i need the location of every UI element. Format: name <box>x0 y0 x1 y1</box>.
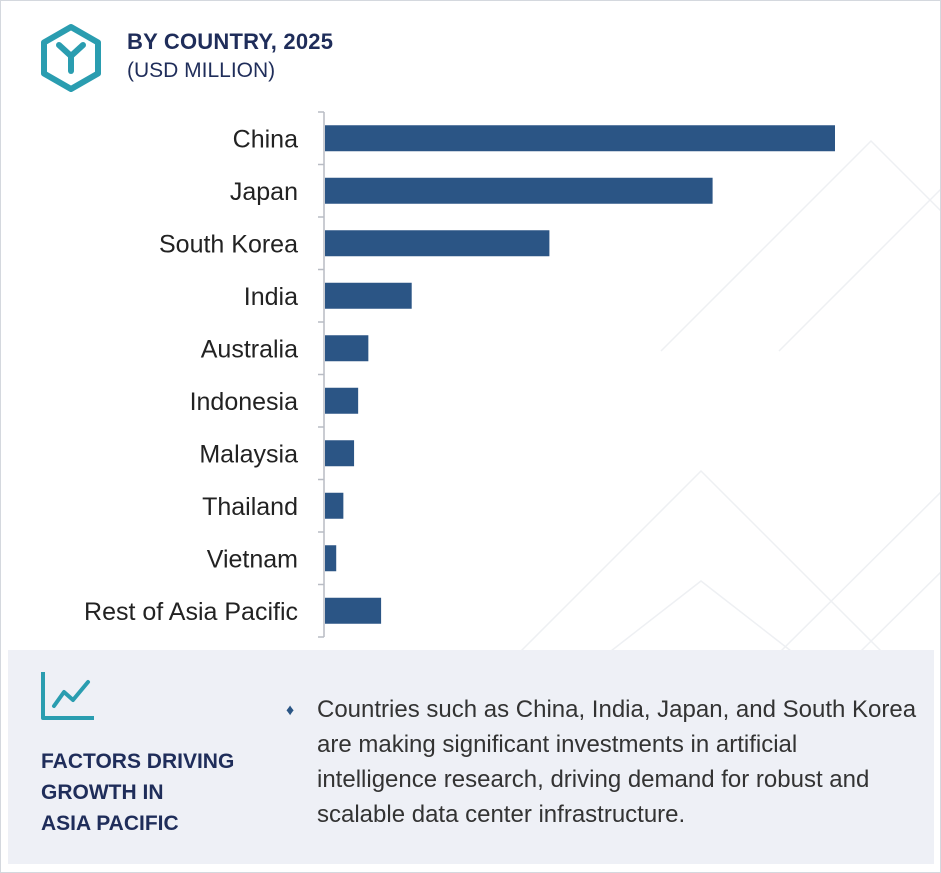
bar <box>325 597 382 624</box>
category-label: Indonesia <box>190 388 299 416</box>
hexagon-y-logo-icon <box>41 24 101 92</box>
category-label: Malaysia <box>199 440 298 468</box>
bar <box>325 177 713 204</box>
bar <box>325 492 344 519</box>
factors-title-line: ASIA PACIFIC <box>41 812 179 835</box>
factors-panel: FACTORS DRIVING GROWTH IN ASIA PACIFIC ♦… <box>8 650 934 864</box>
bar <box>325 440 355 467</box>
bar <box>325 125 835 152</box>
factors-title-line: GROWTH IN <box>41 781 164 804</box>
category-label: Australia <box>201 335 298 363</box>
category-label: India <box>244 283 298 311</box>
bar <box>325 545 337 572</box>
category-label: Rest of Asia Pacific <box>84 598 298 626</box>
category-label: Thailand <box>202 493 298 521</box>
bar <box>325 282 412 309</box>
category-label: Vietnam <box>207 545 298 573</box>
bar <box>325 230 550 257</box>
bar <box>325 387 359 414</box>
chart-subtitle: (USD MILLION) <box>127 59 276 82</box>
diamond-bullet-icon: ♦ <box>286 702 295 719</box>
bar-chart: China Japan South Korea India Australia Indon… <box>84 111 835 638</box>
category-label: South Korea <box>159 230 298 258</box>
trend-line-chart-icon <box>41 672 94 720</box>
bar <box>325 335 369 362</box>
factors-description: Countries such as China, India, Japan, a… <box>317 696 917 828</box>
category-label: Japan <box>230 178 298 206</box>
chart-title: BY COUNTRY, 2025 <box>127 29 334 54</box>
factors-title: FACTORS DRIVING GROWTH IN ASIA PACIFIC <box>41 746 261 839</box>
category-label: China <box>233 125 298 153</box>
factors-title-line: FACTORS DRIVING <box>41 750 235 773</box>
